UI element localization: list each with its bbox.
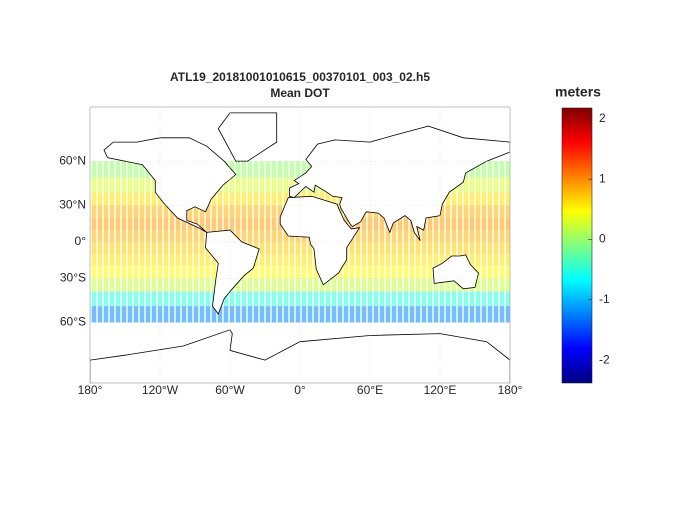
x-tick-label: 180° bbox=[498, 383, 523, 397]
y-tick-label: 30°S bbox=[60, 270, 86, 284]
x-tick-label: 60°E bbox=[357, 383, 383, 397]
colorbar-tick-label: 0 bbox=[599, 232, 606, 246]
y-tick-label: 60°S bbox=[60, 315, 86, 329]
subtitle: Mean DOT bbox=[270, 86, 330, 100]
x-tick-label: 0° bbox=[294, 383, 306, 397]
x-tick-label: 180° bbox=[78, 383, 103, 397]
coastline bbox=[289, 125, 510, 241]
x-tick-label: 60°W bbox=[215, 383, 245, 397]
colorbar-tick-label: -2 bbox=[599, 352, 610, 366]
coastline bbox=[103, 137, 237, 233]
y-tick-label: 0° bbox=[75, 234, 87, 248]
coastline bbox=[205, 229, 260, 315]
colorbar bbox=[561, 107, 593, 384]
title: ATL19_20181001010615_00370101_003_02.h5 bbox=[170, 70, 430, 84]
x-tick-label: 120°W bbox=[142, 383, 179, 397]
coastline bbox=[432, 254, 479, 290]
coastline bbox=[217, 112, 278, 162]
colorbar-tick-label: 2 bbox=[599, 111, 606, 125]
colorbar-tick-label: -1 bbox=[599, 292, 610, 306]
colorbar-tick-label: 1 bbox=[599, 171, 606, 185]
y-tick-label: 30°N bbox=[59, 198, 86, 212]
x-tick-label: 120°E bbox=[424, 383, 457, 397]
y-tick-label: 60°N bbox=[59, 153, 86, 167]
colorbar-label: meters bbox=[555, 84, 601, 100]
